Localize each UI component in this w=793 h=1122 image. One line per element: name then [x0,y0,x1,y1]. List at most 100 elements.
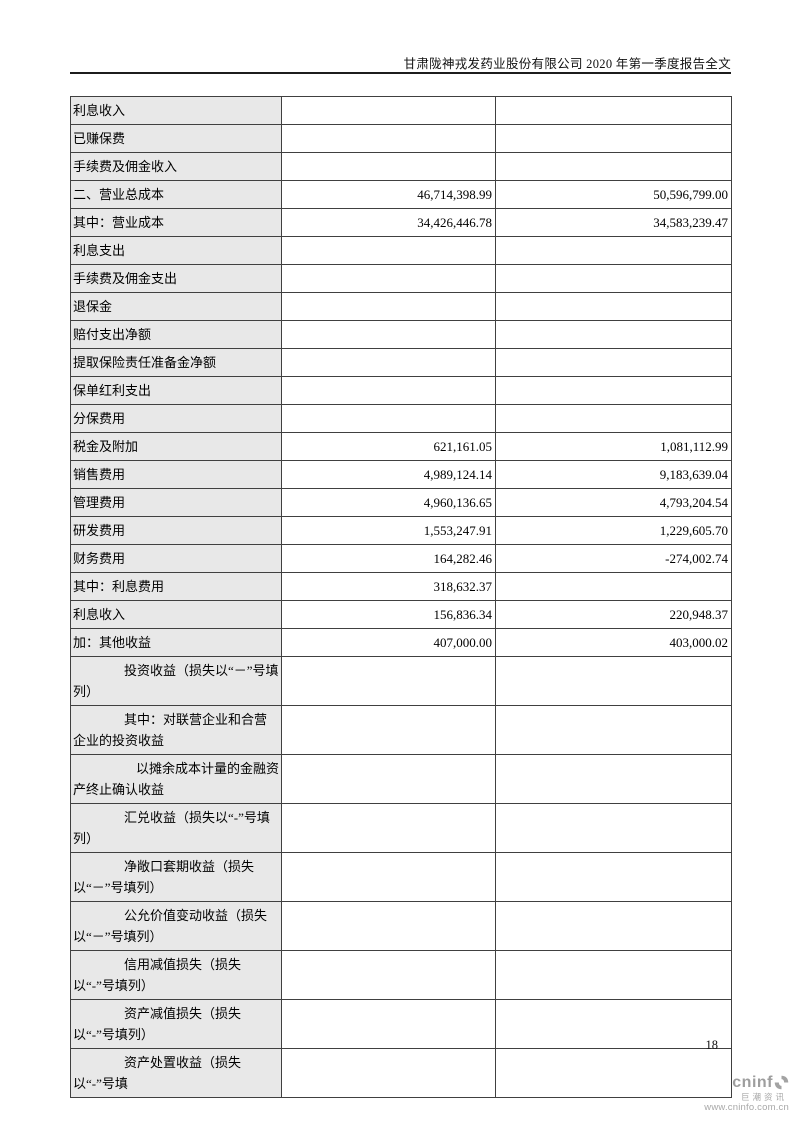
row-value-current-period-cell [281,754,496,804]
table-row: 资产处置收益（损失以“-”号填 [70,1048,732,1098]
row-label-cell: 投资收益（损失以“－”号填列） [70,656,282,706]
row-value-prior-period-cell [495,152,732,181]
row-label-cell: 退保金 [70,292,282,321]
row-value-current-period-cell: 46,714,398.99 [281,180,496,209]
row-value-current-period-cell [281,1048,496,1098]
row-value-prior-period-cell: 34,583,239.47 [495,208,732,237]
table-row: 退保金 [70,292,732,321]
table-row: 手续费及佣金收入 [70,152,732,181]
row-label-cell: 已赚保费 [70,124,282,153]
row-value-prior-period-cell: 1,081,112.99 [495,432,732,461]
row-value-prior-period-cell: 50,596,799.00 [495,180,732,209]
row-value-prior-period-cell [495,236,732,265]
row-value-prior-period-cell [495,656,732,706]
row-value-prior-period-cell [495,376,732,405]
row-value-prior-period-cell [495,1048,732,1098]
row-label-cell: 财务费用 [70,544,282,573]
row-value-current-period-cell [281,803,496,853]
row-label-cell: 手续费及佣金收入 [70,152,282,181]
table-row: 保单红利支出 [70,376,732,405]
row-label-cell: 赔付支出净额 [70,320,282,349]
cninfo-caption: 巨潮资讯 [740,1091,787,1102]
row-value-prior-period-cell [495,264,732,293]
row-label-cell: 利息收入 [70,600,282,629]
row-value-prior-period-cell: 9,183,639.04 [495,460,732,489]
row-label-cell: 净敞口套期收益（损失以“－”号填列） [70,852,282,902]
row-value-current-period-cell [281,236,496,265]
row-label-cell: 保单红利支出 [70,376,282,405]
income-statement-table: 利息收入 已赚保费 手续费及佣金收入 二、营业总成本 46,714,398.99 50,5… [70,96,732,1098]
row-value-current-period-cell: 156,836.34 [281,600,496,629]
header-divider [70,72,731,74]
row-label-cell: 提取保险责任准备金净额 [70,348,282,377]
row-label-cell: 其中：对联营企业和合营企业的投资收益 [70,705,282,755]
row-value-current-period-cell [281,656,496,706]
row-value-current-period-cell: 4,960,136.65 [281,488,496,517]
table-row: 加：其他收益 407,000.00 403,000.02 [70,628,732,657]
row-value-current-period-cell [281,404,496,433]
table-row: 投资收益（损失以“－”号填列） [70,656,732,706]
table-row: 财务费用 164,282.46 -274,002.74 [70,544,732,573]
row-value-prior-period-cell [495,852,732,902]
row-label-cell: 资产减值损失（损失以“-”号填列） [70,999,282,1049]
table-row: 净敞口套期收益（损失以“－”号填列） [70,852,732,902]
row-value-current-period-cell [281,348,496,377]
row-value-prior-period-cell [495,404,732,433]
row-value-current-period-cell: 621,161.05 [281,432,496,461]
cninfo-url: www.cninfo.com.cn [704,1101,789,1113]
row-value-current-period-cell: 4,989,124.14 [281,460,496,489]
row-label-cell: 利息收入 [70,96,282,125]
row-label-cell: 分保费用 [70,404,282,433]
table-row: 资产减值损失（损失以“-”号填列） [70,999,732,1049]
row-value-prior-period-cell [495,348,732,377]
row-value-prior-period-cell [495,124,732,153]
row-value-prior-period-cell [495,999,732,1049]
row-value-current-period-cell: 164,282.46 [281,544,496,573]
row-value-prior-period-cell: 220,948.37 [495,600,732,629]
row-value-current-period-cell [281,152,496,181]
table-row: 已赚保费 [70,124,732,153]
row-value-prior-period-cell: 1,229,605.70 [495,516,732,545]
row-value-prior-period-cell [495,754,732,804]
table-row: 管理费用 4,960,136.65 4,793,204.54 [70,488,732,517]
row-label-cell: 销售费用 [70,460,282,489]
table-row: 其中：利息费用 318,632.37 [70,572,732,601]
table-row: 利息收入 [70,96,732,125]
table-row: 手续费及佣金支出 [70,264,732,293]
row-value-current-period-cell [281,96,496,125]
row-value-prior-period-cell [495,803,732,853]
table-row: 公允价值变动收益（损失以“－”号填列） [70,901,732,951]
row-value-current-period-cell [281,124,496,153]
row-label-cell: 资产处置收益（损失以“-”号填 [70,1048,282,1098]
row-value-prior-period-cell [495,320,732,349]
row-value-current-period-cell: 407,000.00 [281,628,496,657]
row-value-prior-period-cell: 4,793,204.54 [495,488,732,517]
table-row: 提取保险责任准备金净额 [70,348,732,377]
row-value-current-period-cell [281,901,496,951]
row-label-cell: 利息支出 [70,236,282,265]
row-value-current-period-cell [281,950,496,1000]
table-row: 分保费用 [70,404,732,433]
page-title: 甘肃陇神戎发药业股份有限公司 2020 年第一季度报告全文 [403,57,731,71]
table-row: 二、营业总成本 46,714,398.99 50,596,799.00 [70,180,732,209]
row-value-prior-period-cell [495,901,732,951]
cninfo-logo-text: cninf [732,1074,773,1091]
row-value-current-period-cell [281,376,496,405]
page-number: 18 [705,1038,719,1052]
table-row: 销售费用 4,989,124.14 9,183,639.04 [70,460,732,489]
row-label-cell: 公允价值变动收益（损失以“－”号填列） [70,901,282,951]
row-label-cell: 加：其他收益 [70,628,282,657]
table-row: 利息收入 156,836.34 220,948.37 [70,600,732,629]
row-label-cell: 研发费用 [70,516,282,545]
row-value-prior-period-cell [495,292,732,321]
cninfo-logo: cninf 巨潮资讯 www.cninfo.com.cn [679,1074,789,1113]
row-value-current-period-cell: 318,632.37 [281,572,496,601]
table-row: 赔付支出净额 [70,320,732,349]
row-value-prior-period-cell [495,705,732,755]
row-value-current-period-cell [281,999,496,1049]
row-label-cell: 以摊余成本计量的金融资产终止确认收益 [70,754,282,804]
row-label-cell: 二、营业总成本 [70,180,282,209]
row-value-current-period-cell [281,320,496,349]
table-body: 利息收入 已赚保费 手续费及佣金收入 二、营业总成本 46,714,398.99 50,5… [70,96,732,1098]
row-value-current-period-cell [281,852,496,902]
